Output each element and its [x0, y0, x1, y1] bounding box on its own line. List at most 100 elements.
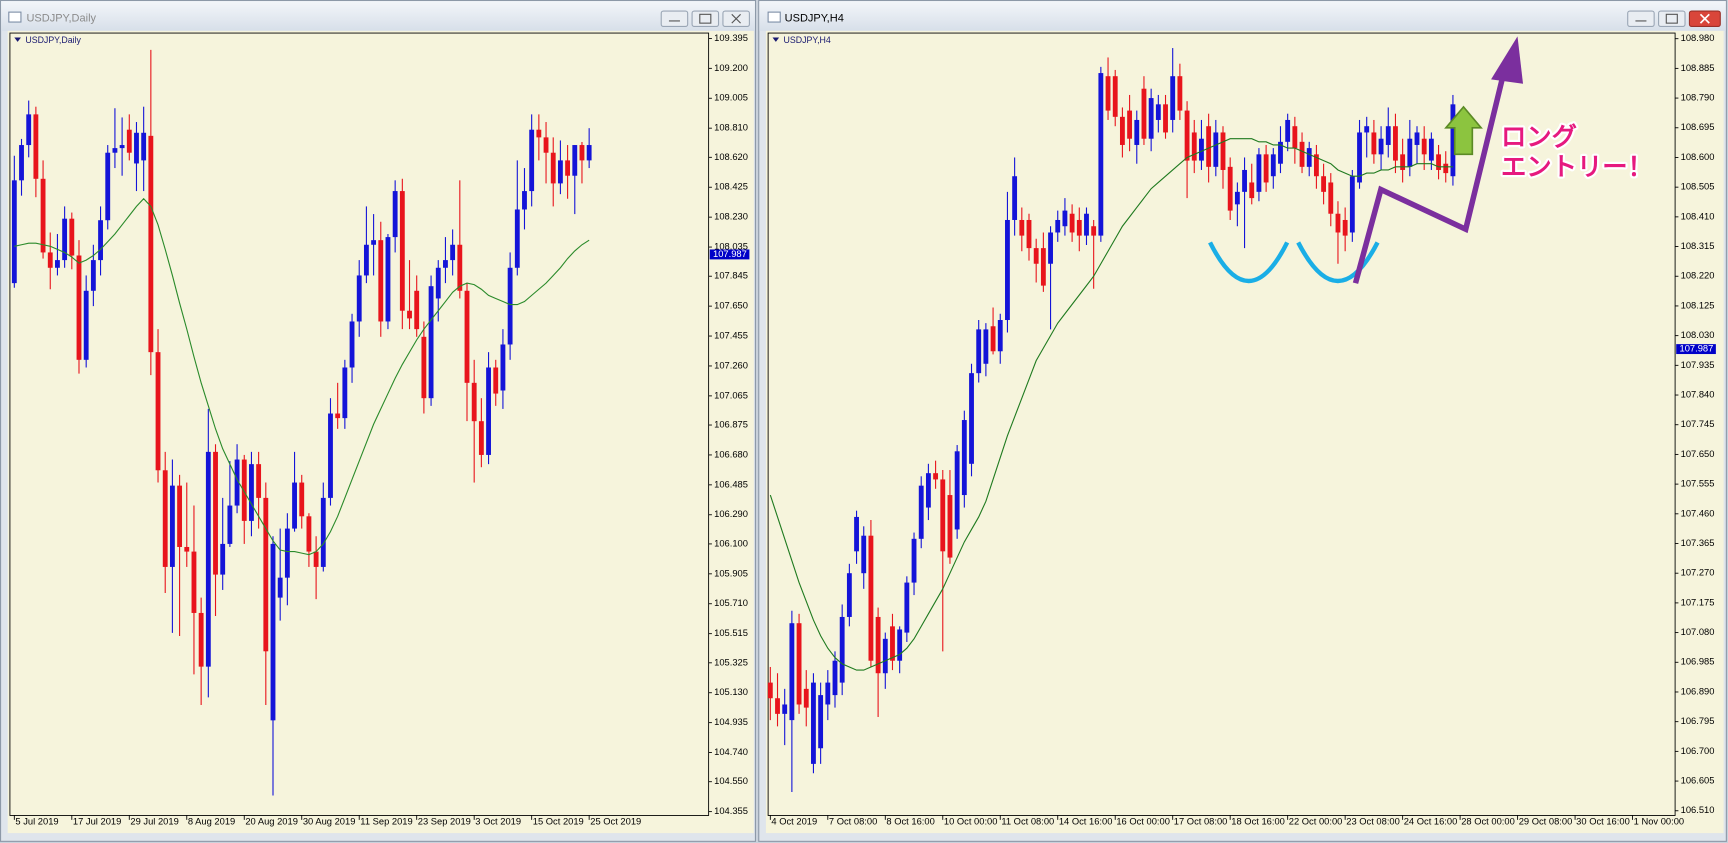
candle-body — [55, 260, 60, 268]
candle-body — [782, 704, 788, 714]
candle-body — [47, 252, 53, 268]
candle-body — [19, 145, 24, 181]
candle-body — [1285, 119, 1291, 142]
candle-body — [1055, 219, 1061, 233]
candle-body — [522, 191, 527, 210]
candle-body — [997, 320, 1003, 352]
candle-body — [141, 132, 147, 161]
x-tick-label: 30 Aug 2019 — [303, 817, 356, 827]
candle-body — [1148, 98, 1154, 139]
window-title: USDJPY,H4 — [785, 13, 844, 25]
candle-body — [270, 543, 276, 721]
x-tick-label: 28 Oct 00:00 — [1461, 817, 1515, 827]
minimize-button[interactable] — [1627, 10, 1655, 27]
candle-body — [1328, 182, 1334, 214]
candle-body — [1069, 213, 1075, 233]
candle-body — [983, 329, 989, 364]
minimize-button[interactable] — [660, 10, 689, 27]
x-tick-label: 25 Oct 2019 — [590, 817, 641, 827]
candle-body — [954, 451, 960, 530]
candle-body — [990, 326, 996, 352]
y-tick-label: 106.485 — [714, 479, 748, 489]
candle-body — [486, 367, 491, 455]
candle-body — [1105, 76, 1111, 111]
candle-body — [392, 191, 398, 238]
candle-body — [1084, 213, 1089, 236]
restore-button[interactable] — [691, 10, 720, 27]
candle-body — [435, 267, 441, 299]
candle-body — [1026, 219, 1032, 249]
candle-body — [1321, 176, 1327, 192]
candle-body — [450, 244, 456, 261]
x-tick-label: 11 Sep 2019 — [360, 817, 412, 827]
candle-body — [1163, 104, 1168, 133]
y-tick-label: 104.550 — [714, 776, 748, 786]
y-tick-label: 109.005 — [714, 93, 748, 103]
x-tick-label: 8 Oct 16:00 — [886, 817, 934, 827]
candle-body — [1443, 163, 1449, 174]
candle-body — [1076, 219, 1082, 236]
y-tick-label: 104.935 — [714, 717, 748, 727]
candle-body — [119, 145, 125, 149]
candle-body — [1256, 154, 1262, 192]
y-tick-label: 107.935 — [1681, 360, 1715, 370]
candle-body — [62, 218, 68, 261]
candle-body — [925, 473, 931, 508]
candle-body — [399, 191, 405, 311]
candle-body — [342, 367, 348, 419]
candle-body — [421, 336, 427, 399]
candle-body — [407, 310, 412, 319]
candle-body — [868, 535, 874, 661]
candle-body — [1091, 226, 1097, 236]
candle-body — [1155, 104, 1161, 120]
y-tick-label: 106.605 — [1681, 776, 1715, 786]
restore-button[interactable] — [1658, 10, 1686, 27]
candle-body — [1119, 116, 1125, 145]
candle-body — [249, 464, 254, 521]
candle-body — [1364, 126, 1370, 133]
candle-body — [767, 682, 773, 699]
y-tick-label: 105.130 — [714, 687, 748, 697]
candle-body — [1220, 132, 1226, 170]
candle-body — [1278, 141, 1283, 164]
candle-body — [1040, 248, 1046, 286]
y-tick-label: 106.875 — [714, 419, 748, 429]
candle-body — [112, 148, 118, 153]
x-tick-label: 8 Aug 2019 — [188, 817, 235, 827]
candle-body — [507, 267, 513, 345]
candle-body — [1019, 219, 1025, 236]
price-label-box — [1676, 344, 1716, 355]
x-tick-label: 29 Jul 2019 — [130, 817, 178, 827]
y-tick-label: 106.795 — [1681, 716, 1715, 726]
y-tick-label: 104.740 — [714, 747, 748, 757]
candle-body — [162, 470, 168, 567]
candle-body — [1191, 132, 1197, 161]
candle-body — [897, 629, 903, 661]
candle-body — [796, 623, 802, 705]
candle-body — [775, 698, 780, 714]
y-tick-label: 108.600 — [1681, 152, 1715, 162]
candle-body — [839, 616, 845, 683]
up-arrow — [1444, 105, 1483, 156]
candle-body — [1206, 126, 1212, 167]
title-bar — [1, 1, 755, 31]
y-tick-label: 109.200 — [714, 63, 748, 73]
bottom-curve — [1296, 241, 1380, 284]
candle-body — [414, 290, 420, 330]
candle-body — [1112, 76, 1118, 117]
candle-body — [550, 152, 556, 184]
y-tick-label: 108.425 — [714, 182, 748, 192]
candle-body — [313, 551, 319, 567]
candle-body — [263, 497, 269, 652]
daily-chart: 109.395 109.200 109.005 108.810 108.620 108.4… — [9, 32, 750, 827]
candle-body — [69, 218, 75, 256]
y-tick-label: 106.680 — [714, 449, 748, 459]
candle-body — [76, 255, 82, 360]
y-tick-label: 107.745 — [1681, 419, 1715, 429]
candle-body — [1385, 126, 1391, 145]
y-tick-label: 108.505 — [1681, 182, 1715, 192]
candle-body — [155, 352, 161, 471]
candle-body — [861, 535, 867, 574]
moving-average — [14, 197, 590, 556]
